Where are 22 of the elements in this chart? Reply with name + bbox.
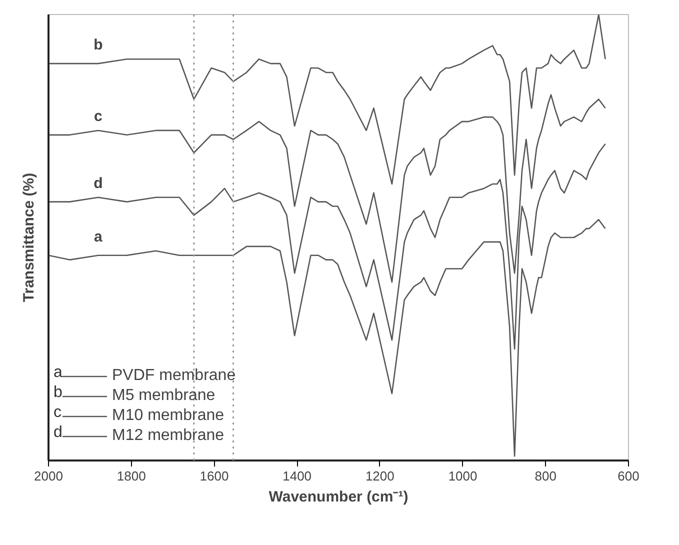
annotation: c — [94, 108, 102, 125]
legend-label: PVDF membrane — [112, 366, 236, 386]
x-tick-label: 1400 — [282, 468, 312, 484]
text: d — [54, 424, 62, 441]
x-tick-label: 1000 — [448, 468, 478, 484]
text: c — [54, 404, 62, 421]
legend-label: M5 membrane — [112, 386, 216, 406]
x-tick-label: 1600 — [200, 468, 229, 484]
legend-label: M10 membrane — [112, 406, 224, 426]
annotation: b — [94, 36, 103, 54]
annotation: a — [94, 228, 104, 246]
text: b — [54, 384, 62, 401]
x-tick-label: 800 — [534, 468, 556, 484]
x-tick-label: 2000 — [34, 468, 63, 484]
annotation: d — [94, 174, 103, 192]
x-tick-label: 1200 — [365, 468, 394, 484]
x-axis-title: Wavenumber (cm⁻¹) — [268, 488, 408, 506]
legend-label: M12 membrane — [112, 426, 224, 446]
x-tick-label: 600 — [618, 468, 640, 484]
y-axis-title: Transmittance (%) — [20, 172, 38, 302]
x-tick-label: 1800 — [116, 468, 146, 484]
text: a — [54, 364, 62, 381]
